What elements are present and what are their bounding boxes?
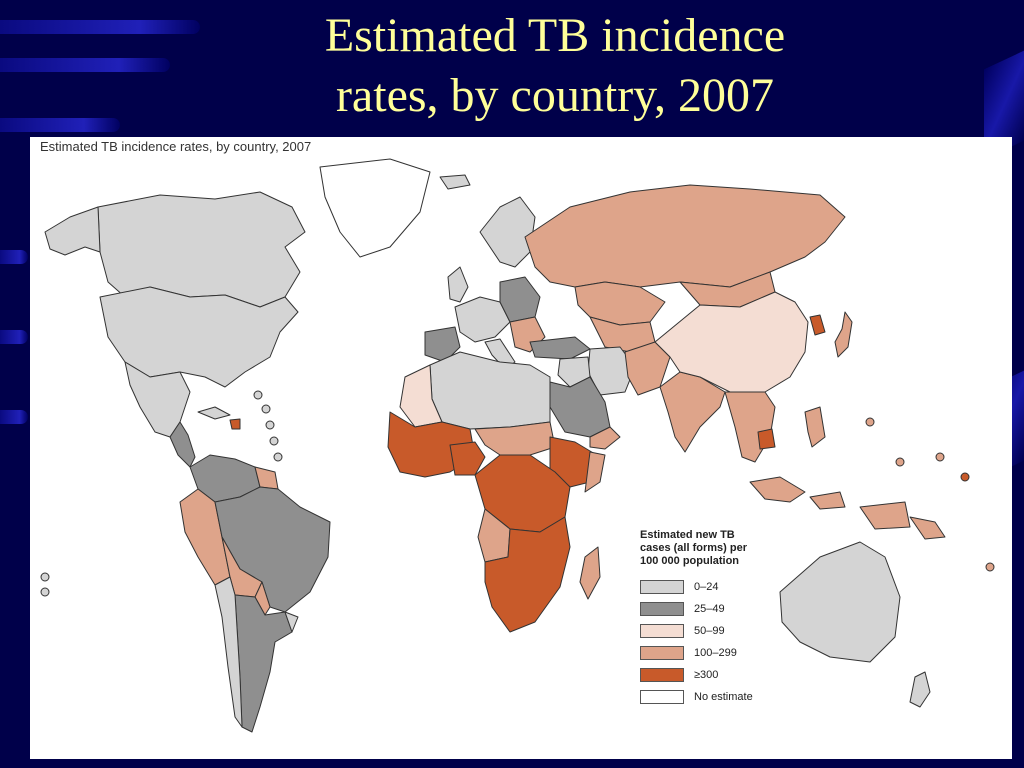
- legend-label: 25–49: [694, 603, 725, 615]
- country-philippines: [804, 406, 826, 448]
- country-russia: [524, 184, 846, 288]
- legend-item: 100–299: [640, 642, 800, 664]
- map-panel: Estimated TB incidence rates, by country…: [30, 137, 1012, 759]
- country-china: [654, 291, 809, 393]
- country-haiti: [229, 418, 241, 430]
- legend-label: 50–99: [694, 625, 725, 637]
- legend-label: No estimate: [694, 691, 753, 703]
- country-cambodia: [757, 428, 776, 450]
- country-australia: [779, 541, 901, 663]
- country-kazakhstan: [574, 281, 666, 326]
- country-uruguay: [284, 611, 299, 633]
- country-canada: [97, 191, 306, 308]
- country-western-europe: [454, 296, 511, 343]
- legend-swatch: [640, 624, 684, 638]
- legend-label: ≥300: [694, 669, 719, 681]
- country-somalia: [584, 451, 606, 493]
- country-scandinavia: [479, 196, 536, 268]
- country-southeast-asia: [724, 391, 776, 463]
- country-sahel-east: [474, 421, 556, 456]
- country-indonesia: [749, 476, 911, 530]
- country-japan: [834, 311, 853, 358]
- background-stripe: [0, 410, 28, 424]
- country-cuba: [197, 406, 231, 420]
- background-stripe: [0, 118, 120, 132]
- country-iberia: [424, 326, 461, 363]
- country-yemen-oman: [589, 426, 621, 450]
- legend-swatch: [640, 668, 684, 682]
- map-legend: Estimated new TB cases (all forms) per 1…: [640, 529, 800, 708]
- small-island-markers: [40, 390, 995, 597]
- country-southern-africa: [484, 516, 571, 633]
- legend-item: ≥300: [640, 664, 800, 686]
- background-stripe: [0, 20, 200, 34]
- country-central-america: [169, 421, 196, 468]
- country-north-korea: [809, 314, 826, 336]
- country-madagascar: [579, 546, 601, 600]
- legend-title-line3: 100 000 population: [640, 555, 740, 567]
- background-stripe: [0, 330, 28, 344]
- country-iceland: [439, 174, 471, 190]
- slide-title: Estimated TB incidence rates, by country…: [150, 6, 960, 126]
- legend-swatch: [640, 690, 684, 704]
- country-argentina: [234, 594, 293, 733]
- legend-swatch: [640, 580, 684, 594]
- country-papua-new-guinea: [909, 516, 946, 540]
- legend-swatch: [640, 602, 684, 616]
- background-stripe: [0, 250, 28, 264]
- map-caption: Estimated TB incidence rates, by country…: [40, 139, 312, 154]
- legend-item: No estimate: [640, 686, 800, 708]
- country-uk: [447, 266, 469, 303]
- legend-rows: 0–24 25–49 50–99 100–299 ≥300 No estimate: [640, 576, 800, 708]
- country-new-zealand: [909, 671, 931, 708]
- slide-title-line1: Estimated TB incidence: [324, 9, 786, 62]
- legend-item: 25–49: [640, 598, 800, 620]
- country-north-africa: [429, 351, 551, 430]
- country-nigeria: [449, 441, 486, 476]
- background-stripe: [0, 58, 170, 72]
- country-greenland: [319, 158, 431, 258]
- legend-title-line1: Estimated new TB: [640, 529, 735, 541]
- legend-label: 100–299: [694, 647, 737, 659]
- legend-title: Estimated new TB cases (all forms) per 1…: [640, 529, 800, 568]
- legend-swatch: [640, 646, 684, 660]
- legend-item: 50–99: [640, 620, 800, 642]
- country-alaska: [44, 206, 101, 256]
- slide-title-line2: rates, by country, 2007: [335, 69, 775, 122]
- legend-item: 0–24: [640, 576, 800, 598]
- legend-title-line2: cases (all forms) per: [640, 542, 747, 554]
- country-turkey: [529, 336, 591, 360]
- world-map: [40, 158, 995, 733]
- legend-label: 0–24: [694, 581, 719, 593]
- country-chile: [214, 576, 243, 728]
